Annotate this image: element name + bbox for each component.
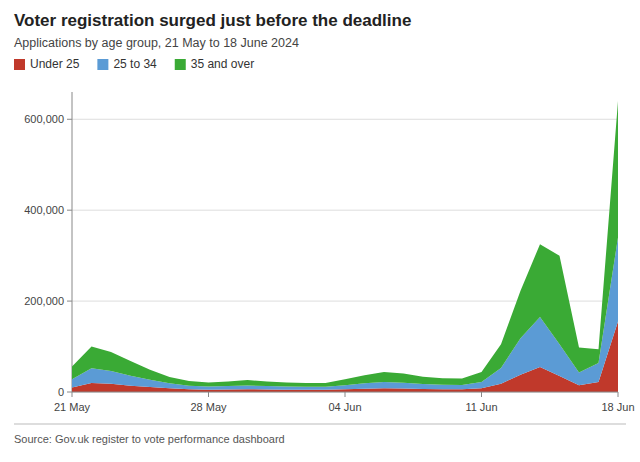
y-tick <box>67 119 72 120</box>
title: Voter registration surged just before th… <box>14 11 411 30</box>
area <box>72 101 618 387</box>
source: Source: Gov.uk register to vote performa… <box>14 433 285 445</box>
y-tick <box>67 392 72 393</box>
x-tick <box>208 392 209 397</box>
grid-line <box>72 210 618 211</box>
legend-item: 25 to 34 <box>97 57 157 71</box>
x-tick-label: 21 May <box>54 401 91 413</box>
x-tick <box>72 392 73 397</box>
y-axis-line <box>72 92 73 392</box>
y-tick-label: 0 <box>58 386 64 398</box>
x-tick-label: 04 Jun <box>328 401 361 413</box>
legend-label: 35 and over <box>191 57 254 71</box>
legend-item: Under 25 <box>14 57 80 71</box>
chart: Voter registration surged just before th… <box>0 0 640 462</box>
legend-label: 25 to 34 <box>113 57 157 71</box>
legend-label: Under 25 <box>30 57 80 71</box>
subtitle: Applications by age group, 21 May to 18 … <box>14 36 299 50</box>
y-tick <box>67 301 72 302</box>
separator <box>14 424 626 425</box>
grid-line <box>72 119 618 120</box>
y-axis: 0 200,000 400,000 600,000 <box>24 92 618 398</box>
legend-swatch <box>97 59 108 70</box>
x-tick-label: 28 May <box>190 401 227 413</box>
y-tick <box>67 210 72 211</box>
legend: Under 25 25 to 34 35 and over <box>14 57 254 71</box>
x-tick-label: 18 Jun <box>601 401 634 413</box>
y-tick-label: 200,000 <box>24 295 64 307</box>
x-axis: 21 May 28 May 04 Jun 11 Jun 18 Jun <box>54 392 635 413</box>
areas <box>72 101 618 392</box>
x-tick <box>345 392 346 397</box>
x-tick-label: 11 Jun <box>465 401 497 413</box>
legend-swatch <box>175 59 186 70</box>
legend-item: 35 and over <box>175 57 254 71</box>
x-tick <box>481 392 482 397</box>
legend-swatch <box>14 59 25 70</box>
y-tick-label: 400,000 <box>24 204 64 216</box>
y-tick-label: 600,000 <box>24 113 64 125</box>
x-tick <box>618 392 619 397</box>
